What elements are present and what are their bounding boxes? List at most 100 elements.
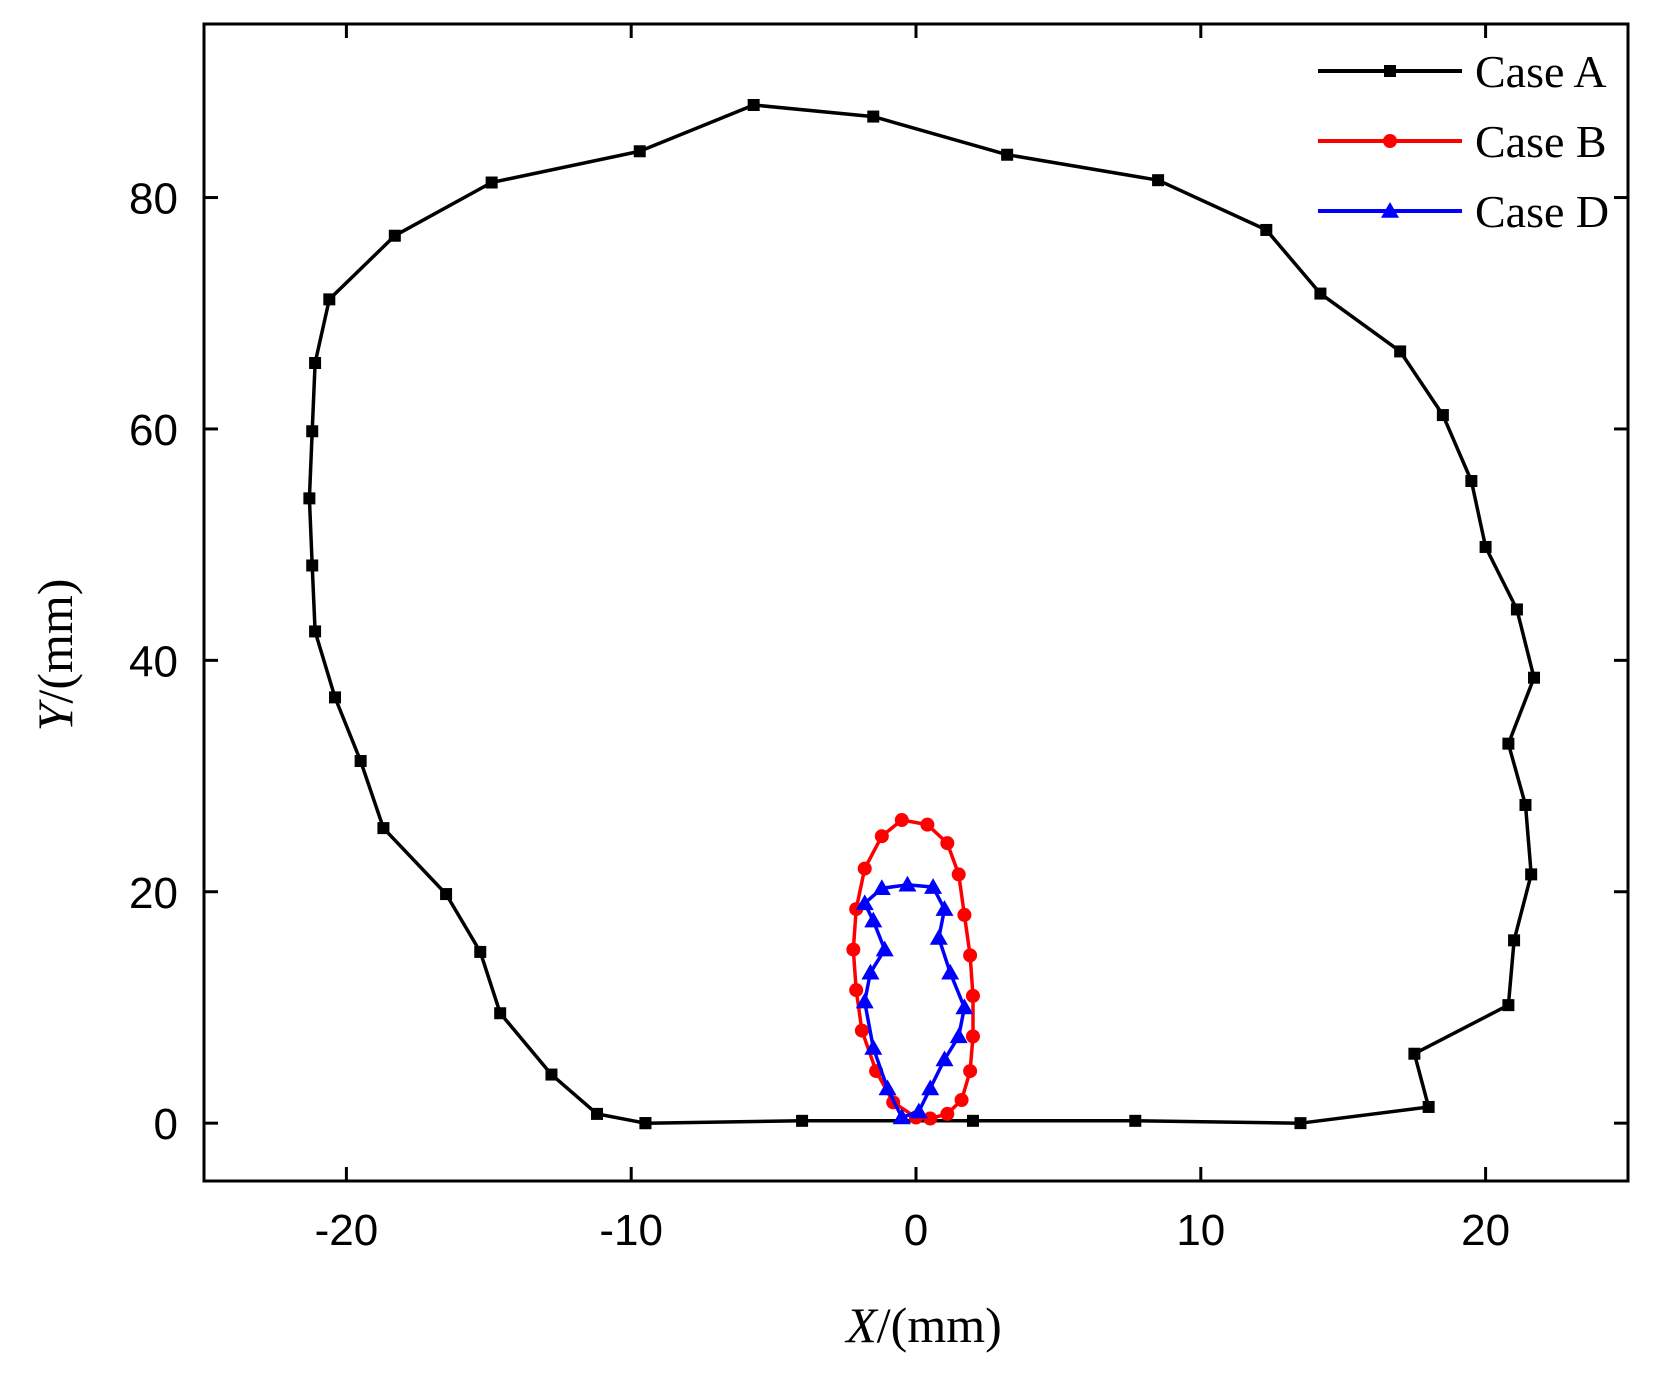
legend-marker-case-d [1381,202,1399,218]
x-tick-label: 0 [904,1206,928,1255]
data-point-case-b [951,867,966,882]
data-point-case-a [639,1117,652,1130]
data-point-case-d [864,1038,883,1055]
data-point-case-a [440,888,453,901]
data-point-case-d [949,1027,968,1044]
data-point-case-a [1528,671,1541,684]
series-line-case-a [307,103,1536,1125]
data-point-case-a [1152,174,1165,187]
data-point-case-a [494,1007,507,1020]
data-point-case-b [923,1111,938,1126]
data-point-case-a [1519,798,1532,811]
data-point-case-d [941,963,960,980]
data-point-case-a [591,1107,604,1120]
x-tick-label: -10 [599,1206,663,1255]
data-point-case-b [940,1106,955,1121]
data-point-case-d [955,998,974,1015]
data-point-case-a [329,691,342,704]
data-point-case-b [965,988,980,1003]
data-point-case-b [957,907,972,922]
data-point-case-a [485,176,498,189]
data-point-case-a [1422,1100,1435,1113]
y-tick-label: 60 [129,406,178,455]
data-point-case-a [796,1114,809,1127]
data-point-case-b [940,836,955,851]
y-tick-label: 40 [129,637,178,686]
data-point-case-a [545,1068,558,1081]
x-tick-label: 20 [1461,1206,1510,1255]
data-point-case-a [309,357,322,370]
data-point-case-b [874,829,889,844]
data-point-case-a [1314,287,1327,300]
data-point-case-a [633,145,646,158]
data-point-case-a [1408,1047,1421,1060]
y-tick-label: 80 [129,175,178,224]
data-point-case-d [892,1108,911,1125]
data-point-case-a [1129,1114,1142,1127]
data-point-case-d [909,1102,928,1119]
data-point-case-b [954,1093,969,1108]
data-point-case-a [306,425,319,438]
data-point-case-b [849,983,864,998]
data-point-case-a [1525,868,1538,881]
data-point-case-d [864,911,883,928]
data-point-case-a [474,945,487,958]
series-case-b [846,813,980,1126]
y-tick-label: 0 [154,1100,178,1149]
data-point-case-a [1502,999,1515,1012]
data-point-case-a [303,492,316,505]
data-point-case-d [935,1050,954,1067]
legend: Case A Case B Case D [1318,46,1609,237]
data-point-case-a [377,822,390,835]
data-point-case-a [747,98,760,111]
series-line-case-d [862,883,967,1120]
series-case-d [855,875,974,1125]
data-point-case-d [929,929,948,945]
data-point-case-a [309,625,322,638]
data-point-case-a [1436,409,1449,422]
data-point-case-b [965,1029,980,1044]
data-point-case-a [323,293,336,306]
series-case-a [303,98,1541,1130]
data-point-case-d [875,940,894,957]
plot-frame-group: -20 -10 0 10 20 0 20 40 60 80 [129,22,1630,1255]
data-point-case-a [1294,1117,1307,1130]
data-point-case-b [857,861,872,876]
x-tick-label: 10 [1176,1206,1225,1255]
data-point-case-d [935,900,954,916]
legend-marker-case-a [1384,65,1396,77]
data-point-case-d [861,963,880,980]
data-point-case-d [855,894,874,911]
data-point-case-a [1502,737,1515,750]
data-point-case-a [354,755,367,768]
data-point-case-d [872,879,891,896]
data-point-case-d [898,875,917,892]
data-point-case-b [963,948,978,963]
legend-label-case-a: Case A [1475,46,1607,97]
data-point-case-a [1479,540,1492,553]
data-point-case-b [894,813,909,828]
data-point-case-d [855,992,874,1009]
data-point-case-b [854,1023,869,1038]
series-group [303,98,1541,1130]
data-point-case-a [1465,475,1478,488]
data-point-case-d [878,1079,897,1096]
data-point-case-a [1394,345,1407,358]
data-point-case-a [388,229,401,242]
data-point-case-a [966,1114,979,1127]
data-point-case-a [1510,603,1523,616]
series-line-case-b [851,818,975,1121]
x-tick-label: -20 [315,1206,379,1255]
plot-frame [202,22,1630,1183]
data-point-case-b [846,942,861,957]
legend-marker-case-b [1383,134,1397,148]
data-point-case-d [924,878,943,894]
data-point-case-b [920,817,935,832]
y-axis-title: Y/(mm) [27,579,83,732]
data-point-case-b [963,1064,978,1079]
data-point-case-a [306,559,319,572]
data-point-case-d [921,1079,940,1096]
data-point-case-a [1260,223,1273,236]
legend-label-case-b: Case B [1475,116,1607,167]
